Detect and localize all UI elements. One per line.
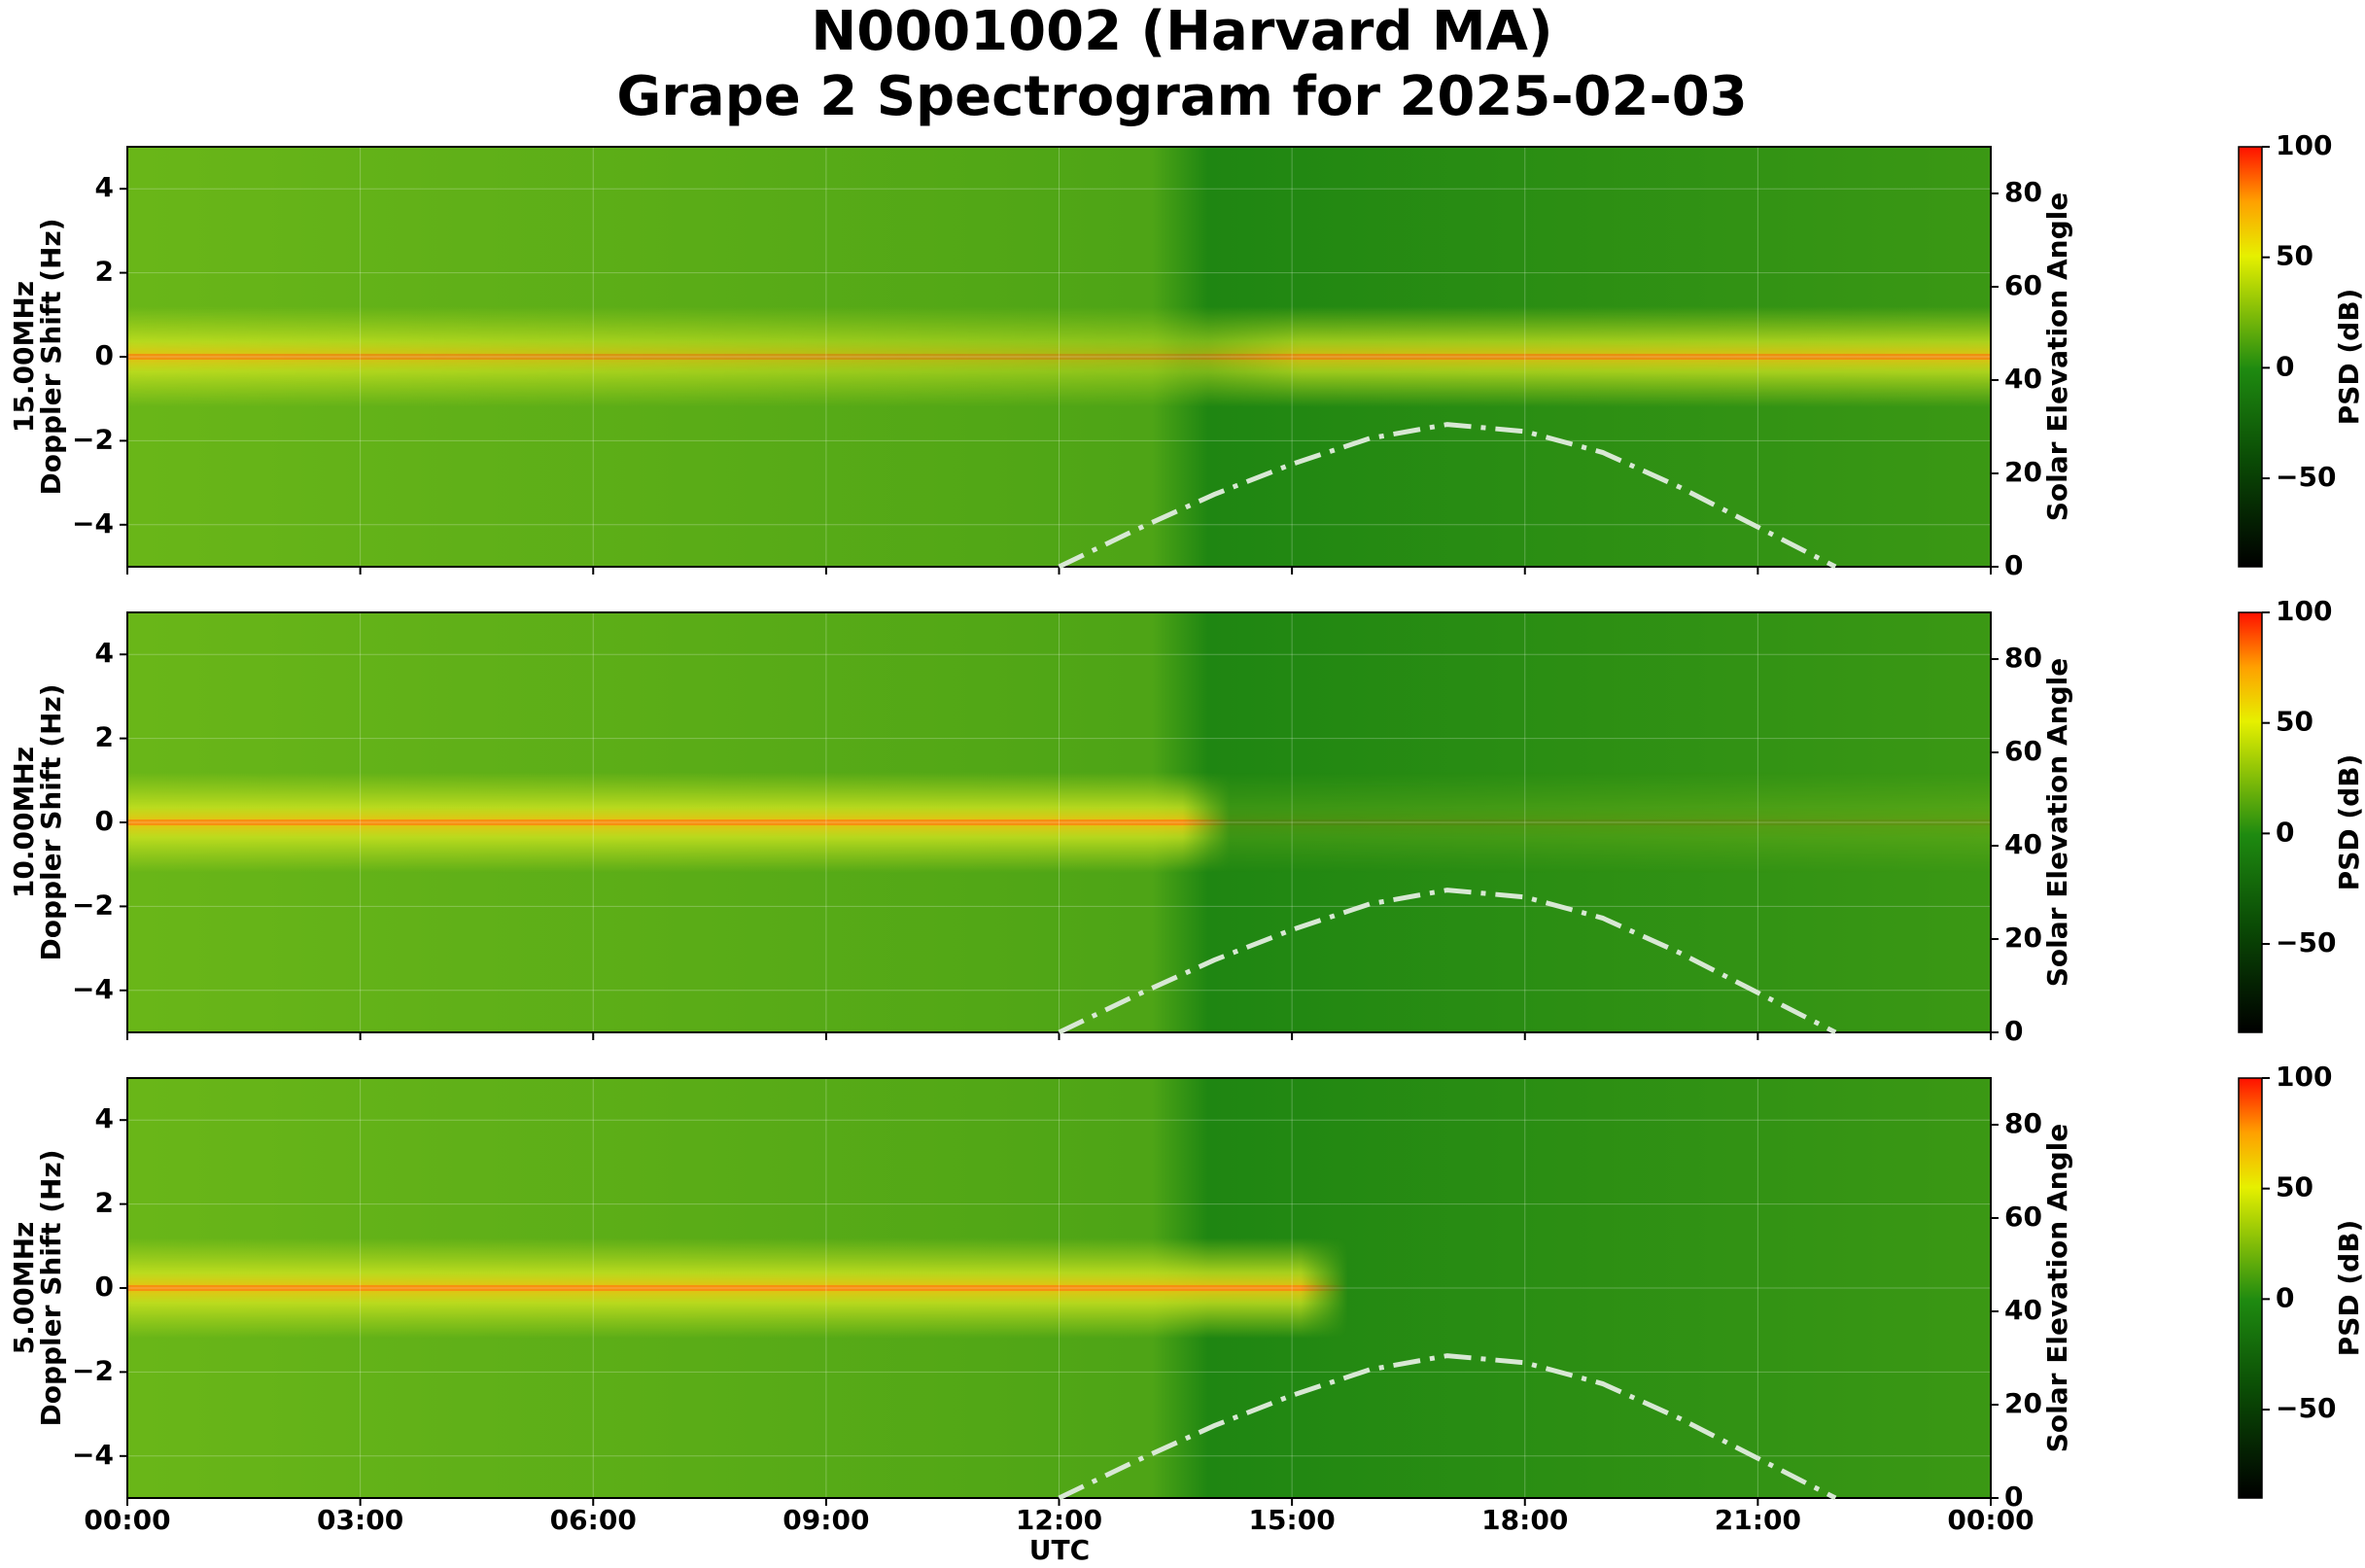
colorbar-tick-label: 100	[2276, 1061, 2332, 1093]
y2-tick-label: 60	[2004, 269, 2042, 301]
signal-core	[127, 1285, 1991, 1291]
y-tick-label: −4	[72, 507, 114, 540]
y2-axis-label: Solar Elevation Angle	[2041, 1124, 2073, 1452]
y-axis-label: Doppler Shift (Hz)	[35, 683, 67, 960]
chart-title: N0001002 (Harvard MA)	[811, 0, 1552, 63]
y2-tick-label: 20	[2004, 456, 2042, 488]
y-tick-label: 4	[95, 171, 114, 203]
y2-tick-label: 0	[2004, 549, 2023, 581]
colorbar-tick-label: −50	[2276, 1392, 2336, 1424]
colorbar-tick-label: 50	[2276, 706, 2313, 738]
colorbar-tick-label: 0	[2276, 816, 2294, 848]
x-axis-label: UTC	[1029, 1534, 1090, 1566]
colorbar-tick-label: 50	[2276, 240, 2313, 272]
colorbar-tick-label: 100	[2276, 595, 2332, 627]
y2-tick-label: 20	[2004, 922, 2042, 954]
y-tick-label: −2	[72, 1354, 114, 1386]
spectrogram-signal	[127, 772, 1991, 873]
colorbar-label: PSD (dB)	[2333, 289, 2365, 426]
x-tick-label: 12:00	[1016, 1504, 1102, 1536]
panel-label: 15.00MHz	[8, 281, 40, 433]
y2-tick-label: 40	[2004, 828, 2042, 860]
chart-subtitle: Grape 2 Spectrogram for 2025-02-03	[616, 65, 1747, 128]
y2-axis-label: Solar Elevation Angle	[2041, 192, 2073, 521]
y-tick-label: −4	[72, 973, 114, 1005]
y-tick-label: 4	[95, 637, 114, 669]
y-tick-label: 2	[95, 1187, 114, 1219]
panel-label: 10.00MHz	[8, 747, 40, 898]
y2-tick-label: 40	[2004, 363, 2042, 395]
x-tick-label: 06:00	[550, 1504, 637, 1536]
y2-tick-label: 60	[2004, 735, 2042, 767]
y2-tick-label: 0	[2004, 1481, 2023, 1513]
colorbar-tick-label: 100	[2276, 129, 2332, 161]
colorbar-tick-label: −50	[2276, 461, 2336, 493]
x-tick-label: 21:00	[1715, 1504, 1801, 1536]
colorbar	[2238, 146, 2263, 568]
solar-elevation-line	[1058, 888, 1837, 1035]
colorbar-tick-label: 0	[2276, 1281, 2294, 1313]
solar-elevation-line	[1058, 1353, 1837, 1501]
x-tick-label: 03:00	[317, 1504, 403, 1536]
y2-tick-label: 60	[2004, 1201, 2042, 1233]
y-tick-label: 4	[95, 1102, 114, 1134]
colorbar-tick-label: −50	[2276, 926, 2336, 958]
y-tick-label: −4	[72, 1439, 114, 1471]
y2-tick-label: 80	[2004, 642, 2042, 674]
y-tick-label: −2	[72, 889, 114, 921]
colorbar	[2238, 611, 2263, 1033]
colorbar-label: PSD (dB)	[2333, 754, 2365, 891]
x-tick-label: 00:00	[84, 1504, 170, 1536]
y-tick-label: 0	[95, 339, 114, 371]
y2-tick-label: 80	[2004, 1107, 2042, 1139]
y2-tick-label: 80	[2004, 176, 2042, 208]
y-tick-label: 0	[95, 805, 114, 837]
colorbar-tick-label: 50	[2276, 1171, 2313, 1203]
colorbar-tick-label: 0	[2276, 350, 2294, 382]
y-tick-label: −2	[72, 423, 114, 455]
spectrogram-signal	[127, 1237, 1991, 1339]
x-tick-label: 00:00	[1947, 1504, 2034, 1536]
y2-tick-label: 20	[2004, 1387, 2042, 1419]
colorbar-label: PSD (dB)	[2333, 1220, 2365, 1357]
signal-core	[127, 354, 1991, 360]
y-tick-label: 2	[95, 256, 114, 288]
y2-tick-label: 0	[2004, 1015, 2023, 1047]
y-axis-label: Doppler Shift (Hz)	[35, 218, 67, 495]
panel-label: 5.00MHz	[8, 1222, 40, 1355]
y2-tick-label: 40	[2004, 1294, 2042, 1326]
x-tick-label: 09:00	[783, 1504, 869, 1536]
signal-core	[127, 819, 1991, 825]
colorbar	[2238, 1077, 2263, 1499]
spectrogram-signal	[127, 306, 1991, 407]
solar-elevation-line	[1058, 422, 1837, 570]
y-tick-label: 2	[95, 721, 114, 753]
y-axis-label: Doppler Shift (Hz)	[35, 1149, 67, 1426]
x-tick-label: 15:00	[1249, 1504, 1336, 1536]
y2-axis-label: Solar Elevation Angle	[2041, 658, 2073, 987]
x-tick-label: 18:00	[1481, 1504, 1568, 1536]
y-tick-label: 0	[95, 1271, 114, 1303]
